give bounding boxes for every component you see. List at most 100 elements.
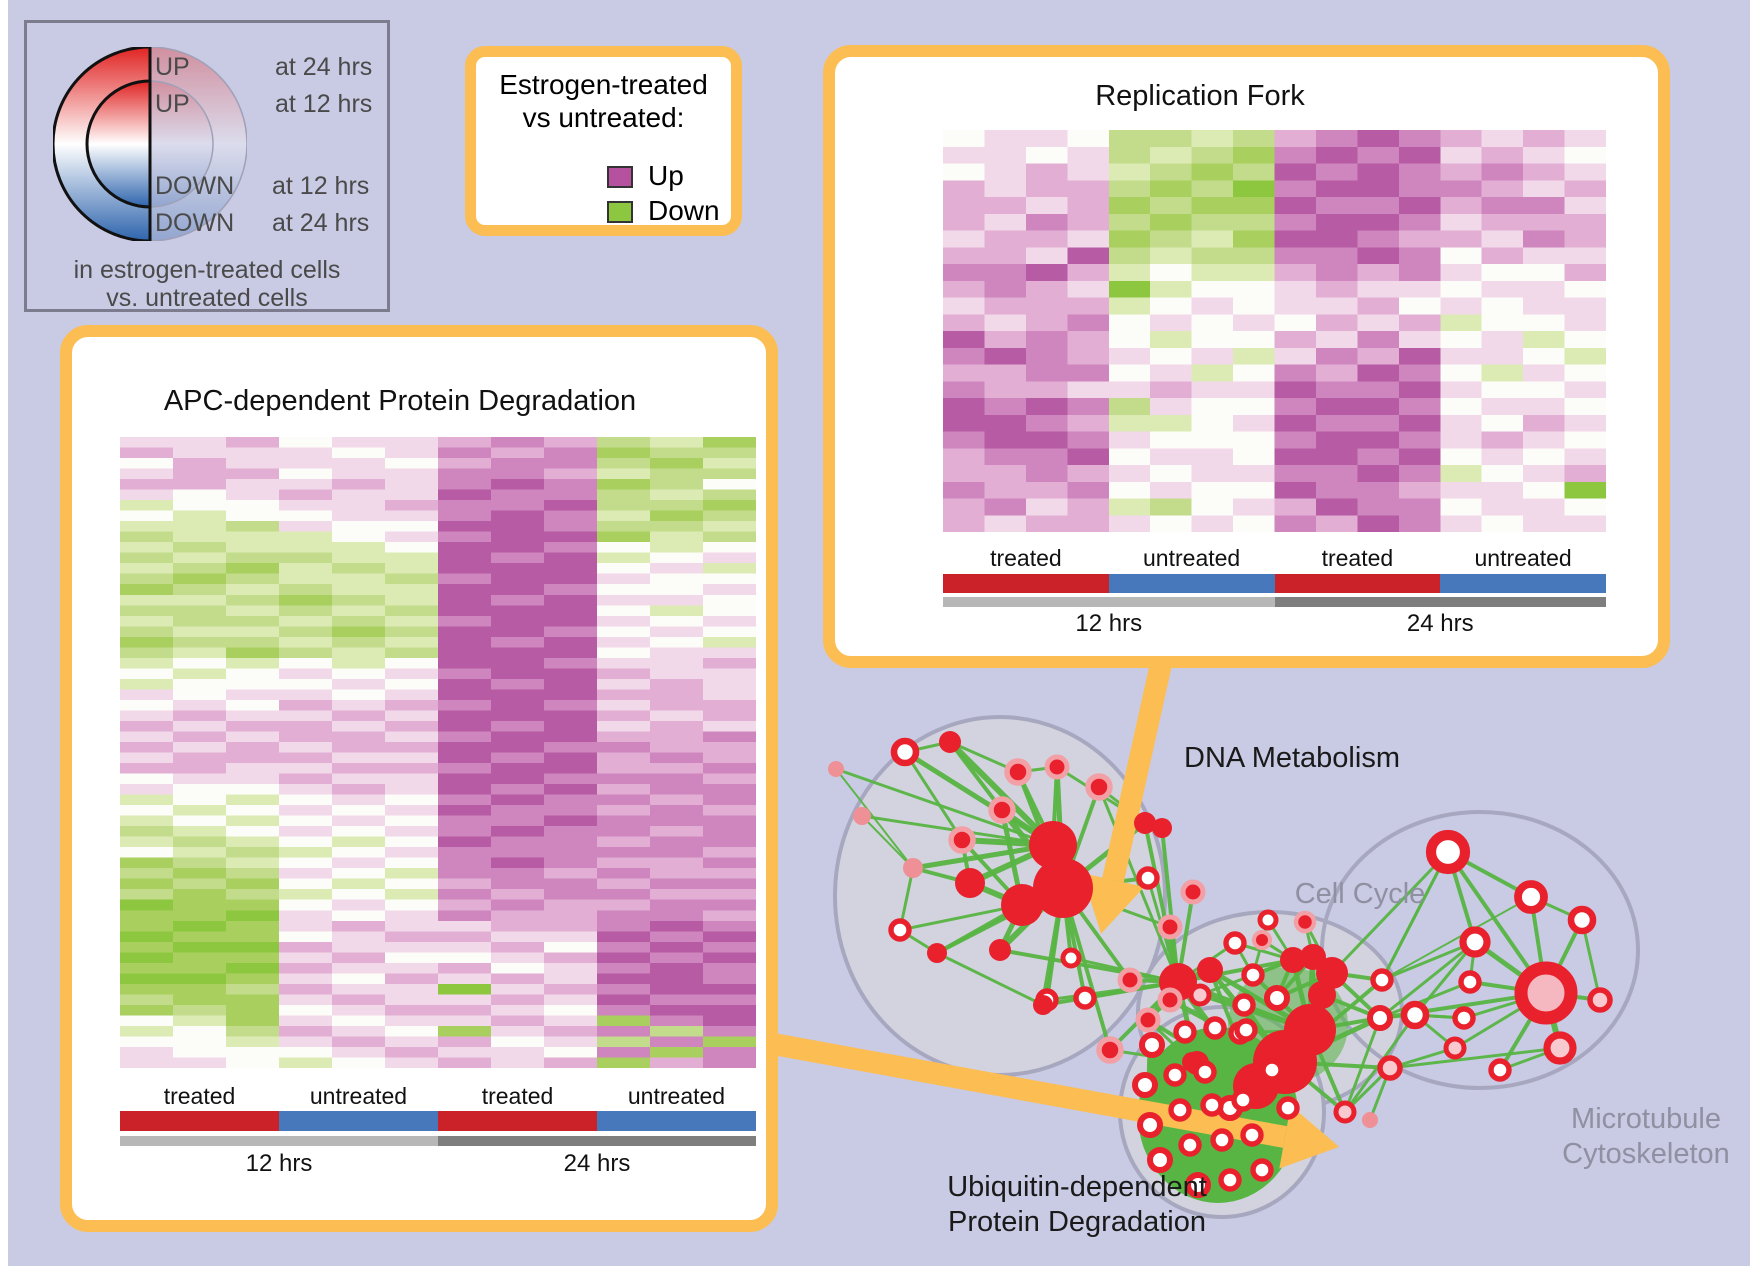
heatmap-cell (1440, 314, 1483, 332)
heatmap-cell (1191, 297, 1234, 315)
heatmap-cell (1398, 331, 1441, 349)
heatmap-cell (1150, 146, 1193, 165)
heatmap-cell (650, 784, 704, 796)
heatmap-cell (1150, 130, 1193, 148)
heatmap-cell (984, 515, 1027, 532)
heatmap-cell (703, 563, 756, 575)
apc-time-bar (120, 1136, 756, 1146)
heatmap-cell (544, 773, 598, 785)
heatmap-cell (332, 1015, 386, 1027)
heatmap-cell (279, 468, 333, 480)
heatmap-cell (491, 752, 545, 764)
heatmap-cell (385, 794, 439, 806)
heatmap-cell (120, 805, 174, 817)
heatmap-cell (491, 826, 545, 838)
heatmap-cell (1274, 280, 1317, 299)
heatmap-cell (438, 594, 492, 606)
heatmap-cell (1564, 364, 1606, 382)
heatmap-cell (544, 952, 598, 964)
heatmap-cell (385, 584, 439, 596)
heatmap-cell (703, 636, 756, 648)
heatmap-cell (173, 542, 227, 554)
heatmap-cell (1523, 431, 1566, 449)
heatmap-cell (491, 584, 545, 596)
heatmap-cell (279, 563, 333, 575)
heatmap-cell (1067, 448, 1110, 466)
heatmap-cell (1025, 448, 1068, 466)
heatmap-cell (491, 521, 545, 533)
heatmap-cell (438, 552, 492, 564)
heatmap-cell (597, 889, 651, 901)
heatmap-cell (943, 130, 986, 148)
heatmap-cell (438, 741, 492, 754)
heatmap-cell (332, 910, 386, 922)
heatmap-cell (279, 773, 333, 785)
heatmap-cell (544, 689, 598, 701)
heatmap-cell (1067, 297, 1110, 315)
heatmap-cell (597, 994, 651, 1006)
heatmap-cell (226, 847, 280, 859)
heatmap-cell (597, 615, 651, 627)
heatmap-cell (703, 763, 756, 775)
heatmap-cell (703, 615, 756, 627)
heatmap-cell (226, 573, 280, 585)
heatmap-cell (544, 458, 598, 470)
heatmap-cell (1564, 163, 1606, 181)
heatmap-cell (597, 794, 651, 806)
heatmap-cell (703, 752, 756, 764)
heatmap-cell (1233, 163, 1276, 181)
heatmap-cell (332, 563, 386, 575)
heatmap-cell (1025, 213, 1068, 232)
heatmap-cell (703, 552, 756, 564)
heatmap-cell (279, 647, 333, 659)
heatmap-cell (984, 197, 1027, 215)
heatmap-cell (120, 657, 174, 669)
heatmap-cell (279, 805, 333, 817)
heatmap-cell (173, 458, 227, 470)
heatmap-cell (1025, 398, 1068, 416)
cluster-label-line: Protein Degradation (948, 1206, 1206, 1238)
heatmap-cell (438, 983, 492, 995)
heatmap-cell (1315, 197, 1358, 215)
heatmap-cell (438, 720, 492, 733)
heatmap-cell (332, 458, 386, 470)
heatmap-cell (1274, 297, 1317, 315)
heatmap-cell (385, 847, 439, 859)
heatmap-cell (943, 314, 986, 332)
heatmap-cell (491, 468, 545, 480)
heatmap-cell (1191, 213, 1234, 232)
heatmap-cell (226, 826, 280, 838)
heatmap-cell (385, 962, 439, 974)
heatmap-cell (385, 699, 439, 712)
apc-time-labels: 12 hrs 24 hrs (120, 1150, 756, 1180)
heatmap-cell (385, 1036, 439, 1048)
heatmap-cell (438, 678, 492, 690)
group-label-treated-2: treated (1321, 545, 1394, 571)
heatmap-cell (650, 447, 704, 459)
heatmap-cell (1398, 431, 1441, 449)
heatmap-cell (120, 826, 174, 838)
heatmap-cell (544, 920, 598, 932)
heatmap-cell (120, 952, 174, 964)
heatmap-cell (703, 521, 756, 533)
heatmap-cell (1398, 197, 1441, 215)
heatmap-cell (438, 563, 492, 575)
heatmap-cell (1564, 414, 1606, 433)
heatmap-cell (544, 1004, 598, 1017)
heatmap-cell (1440, 197, 1483, 215)
heatmap-cell (984, 364, 1027, 382)
heatmap-cell (332, 899, 386, 911)
heatmap-cell (984, 314, 1027, 332)
heatmap-cell (703, 931, 756, 943)
heatmap-cell (332, 605, 386, 617)
heatmap-cell (597, 1036, 651, 1048)
heatmap-cell (1357, 280, 1400, 299)
heatmap-cell (1067, 465, 1110, 483)
heatmap-cell (120, 636, 174, 648)
heatmap-cell (120, 668, 174, 680)
heatmap-cell (385, 437, 439, 449)
heatmap-cell (385, 468, 439, 480)
heatmap-cell (650, 1025, 704, 1038)
heatmap-cell (1523, 381, 1566, 399)
heatmap-cell (544, 784, 598, 796)
